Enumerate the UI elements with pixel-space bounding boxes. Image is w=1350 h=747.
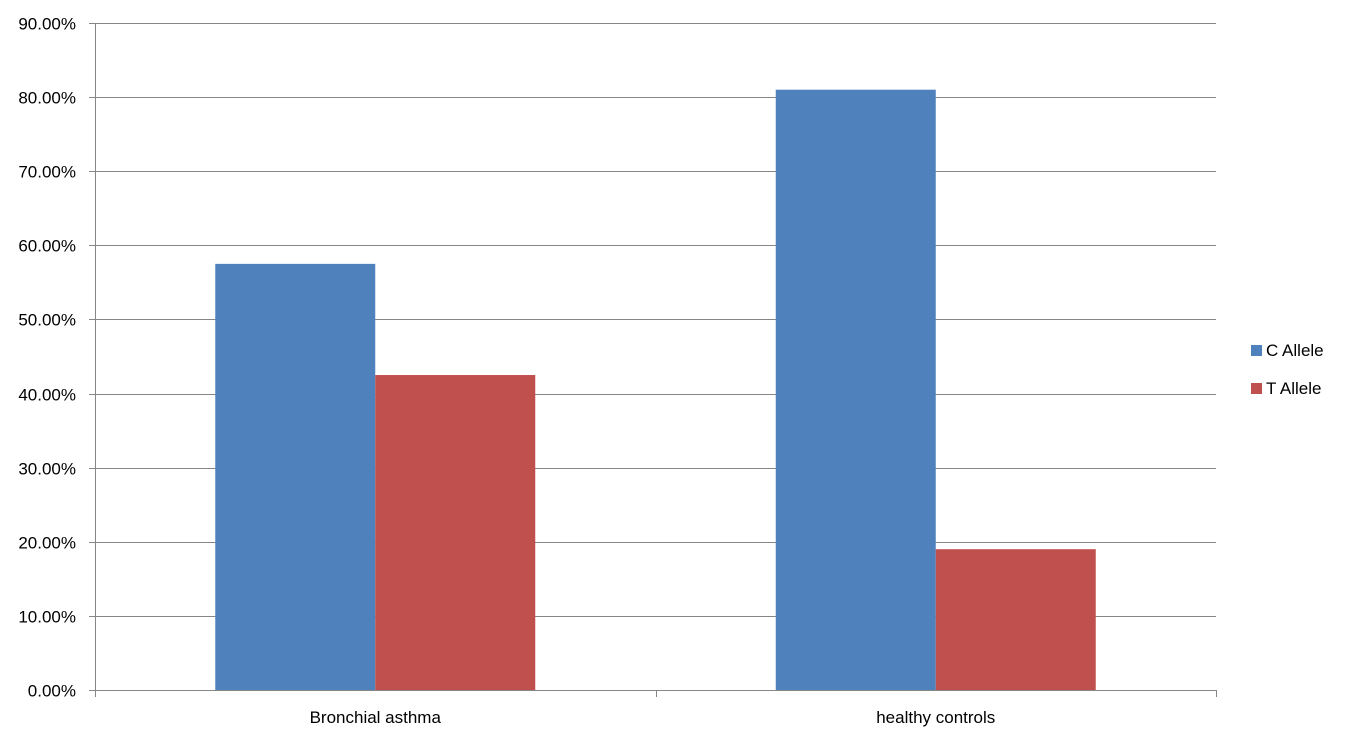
legend-label: C Allele [1266, 341, 1324, 360]
y-tick-label: 80.00% [18, 89, 76, 108]
legend: C Allele T Allele [1251, 341, 1324, 398]
x-category-label: healthy controls [876, 708, 995, 727]
legend-swatch [1251, 345, 1262, 356]
y-tick-labels: 0.00% 10.00% 20.00% 30.00% 40.00% 50.00% 60.00… [18, 15, 76, 701]
bar-c-allele-bronchial-asthma [215, 263, 376, 690]
axes [89, 23, 1217, 697]
y-tick-label: 20.00% [18, 534, 76, 553]
bars [215, 89, 1096, 690]
x-category-label: Bronchial asthma [310, 708, 442, 727]
x-category-labels: Bronchial asthma healthy controls [310, 708, 996, 727]
bar-t-allele-bronchial-asthma [375, 375, 536, 690]
legend-swatch [1251, 383, 1262, 394]
y-tick-label: 40.00% [18, 386, 76, 405]
y-tick-label: 70.00% [18, 163, 76, 182]
y-tick-label: 0.00% [28, 682, 76, 701]
bar-t-allele-healthy-controls [935, 549, 1096, 690]
legend-label: T Allele [1266, 379, 1321, 398]
y-tick-label: 90.00% [18, 15, 76, 34]
y-tick-label: 60.00% [18, 237, 76, 256]
y-tick-label: 10.00% [18, 608, 76, 627]
y-tick-label: 50.00% [18, 311, 76, 330]
bar-c-allele-healthy-controls [775, 89, 936, 690]
y-tick-label: 30.00% [18, 460, 76, 479]
